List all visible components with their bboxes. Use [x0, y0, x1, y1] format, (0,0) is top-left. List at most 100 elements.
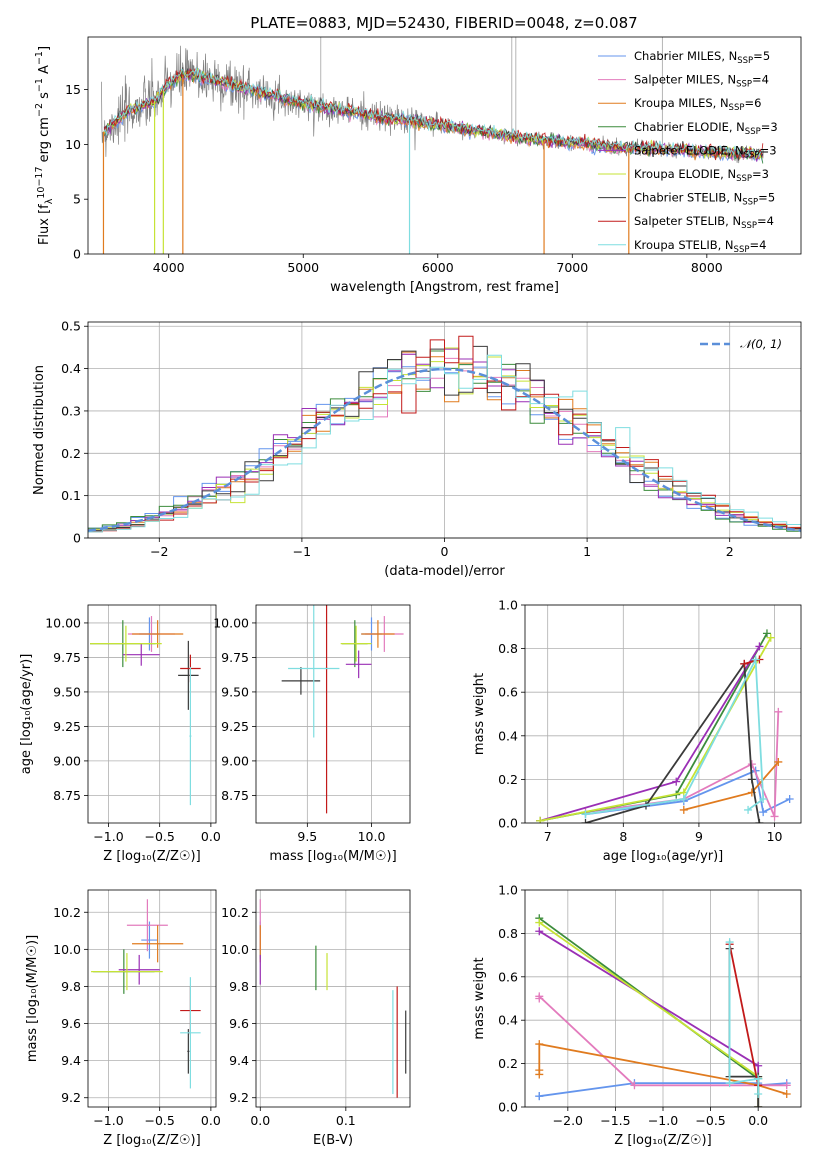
y-tick-label: 0.0 [498, 816, 518, 831]
legend-subscript: SSP [736, 80, 752, 90]
x-tick-label: −2 [150, 544, 168, 559]
weight-marker [535, 1040, 544, 1049]
error-bar-point [189, 667, 192, 806]
axes-frame [524, 889, 802, 1108]
error-bar-point [187, 1029, 190, 1074]
y-axis-label-part: erg cm [37, 117, 52, 166]
y-tick-label: 8.75 [53, 788, 81, 803]
y-axis-label: mass [log₁₀(M/M☉)] [25, 935, 40, 1062]
weight-marker [740, 659, 749, 668]
legend-subscript: SSP [745, 127, 761, 137]
y-tick-label: 10 [65, 137, 81, 152]
mass-weight-vs-metallicity-panel: −2.0 −1.5 −1.0 −0.5 0.0 0.0 0.2 0.4 0.6 0.8 1.0 Z [… [472, 883, 802, 1148]
y-axis-label-part: λ [44, 198, 55, 204]
x-tick-label: 1 [583, 544, 591, 559]
weight-marker [762, 629, 771, 638]
x-axis-label: Z [log₁₀(Z/Z☉)] [103, 849, 200, 864]
y-tick-label: 9.4 [229, 1053, 249, 1068]
error-bar-point [361, 620, 395, 648]
x-axis-label: E(B-V) [313, 1133, 353, 1148]
y-tick-label: 1.0 [498, 883, 518, 898]
weight-marker [630, 1081, 639, 1090]
legend-nssp: 3 [762, 167, 769, 181]
error-bar-point [118, 954, 160, 985]
y-axis-label-part: −2 [34, 103, 45, 117]
age-vs-mass-panel: 9.5 10.0 8.75 9.00 9.25 9.50 9.75 10.00 mass [lo… [213, 604, 411, 864]
y-tick-label: 0.6 [498, 685, 518, 700]
y-tick-label: 0.8 [498, 926, 518, 941]
y-tick-label: 5 [73, 192, 81, 207]
y-tick-label: 9.25 [221, 719, 249, 734]
weight-marker [725, 1079, 734, 1088]
weight-marker [754, 1061, 763, 1070]
y-axis-label-part: A [37, 65, 52, 78]
legend-equals: = [753, 49, 763, 63]
y-tick-label: 9.50 [221, 684, 249, 699]
legend-label: Chabrier STELIB, N [634, 191, 742, 205]
weight-series-line [683, 761, 779, 811]
mass-weight-vs-age-panel: 7 8 9 10 0.0 0.2 0.4 0.6 0.8 1.0 age [log₁₀(age/yr… [472, 598, 802, 864]
error-bar-point [141, 921, 158, 959]
age-vs-metallicity-panel: −1.0 −0.5 0.0 8.75 9.00 9.25 9.50 9.75 10.00 Z [l… [19, 604, 221, 864]
legend-subscript: SSP [737, 56, 753, 66]
axes-frame [255, 889, 411, 1108]
y-axis-label-part: ] [37, 46, 52, 51]
weight-marker [679, 805, 688, 814]
weight-series-line [539, 645, 761, 822]
y-tick-label: 0.5 [61, 319, 81, 334]
spectrum-legend: Chabrier MILES, NSSP=5 Salpeter MILES, NS… [598, 49, 778, 255]
x-tick-label: −1.5 [600, 1113, 630, 1128]
x-axis-label: mass [log₁₀(M/M☉)] [269, 849, 396, 864]
legend-subscript: SSP [742, 198, 758, 208]
weight-series-line [538, 930, 760, 1107]
error-bar-point [281, 667, 321, 695]
legend-equals: = [752, 73, 762, 87]
spectrum-panel: 4000 5000 6000 7000 8000 0 5 10 15 wavelength [An… [34, 36, 802, 295]
y-tick-label: 0.6 [498, 969, 518, 984]
axes-frame [87, 36, 802, 255]
y-axis-label-part: s [37, 92, 52, 103]
y-tick-label: 9.6 [61, 1016, 81, 1031]
y-tick-label: 9.6 [229, 1016, 249, 1031]
y-tick-label: 0 [73, 247, 81, 262]
weight-marker [754, 1074, 763, 1083]
y-tick-label: 10.0 [53, 942, 81, 957]
x-tick-label: −2.0 [553, 1113, 583, 1128]
x-axis-label: (data-model)/error [384, 564, 505, 579]
y-tick-label: 9.00 [221, 753, 249, 768]
legend-subscript: SSP [741, 221, 757, 231]
y-axis-label-part: −1 [34, 78, 45, 92]
legend-equals: = [758, 191, 768, 205]
legend-label: Kroupa MILES, N [634, 96, 729, 110]
legend-entry: Salpeter ELODIE, NSSP=3 [634, 143, 777, 160]
y-tick-label: 9.25 [53, 719, 81, 734]
x-tick-label: 10.0 [358, 829, 386, 844]
legend-label: Chabrier ELODIE, N [634, 120, 745, 134]
weight-marker [744, 805, 753, 814]
legend-equals: = [749, 238, 759, 252]
y-tick-label: 9.75 [53, 650, 81, 665]
weight-marker [755, 642, 764, 651]
y-tick-label: 0.2 [61, 446, 81, 461]
y-tick-label: 9.8 [229, 979, 249, 994]
weight-marker [747, 775, 756, 784]
axes-frame [87, 889, 217, 1108]
x-tick-label: 0.0 [201, 1113, 221, 1128]
y-axis-label: mass weight [472, 673, 487, 755]
legend-label: Salpeter ELODIE, N [634, 143, 744, 157]
weight-marker [754, 1089, 763, 1098]
weight-series-line [744, 658, 760, 665]
x-tick-label: −0.5 [145, 829, 175, 844]
legend-subscript: SSP [736, 174, 752, 184]
legend-nssp: 5 [768, 191, 775, 205]
legend-subscript: SSP [734, 245, 750, 255]
axes-frame [87, 604, 217, 824]
weight-marker [535, 927, 544, 936]
y-axis-label-part: Flux [f [37, 204, 52, 245]
y-tick-label: 9.75 [221, 650, 249, 665]
legend-entry: Chabrier MILES, NSSP=5 [634, 49, 770, 66]
y-tick-label: 1.0 [498, 598, 518, 613]
weight-marker [581, 810, 590, 819]
legend-entry: Salpeter MILES, NSSP=4 [634, 73, 769, 90]
